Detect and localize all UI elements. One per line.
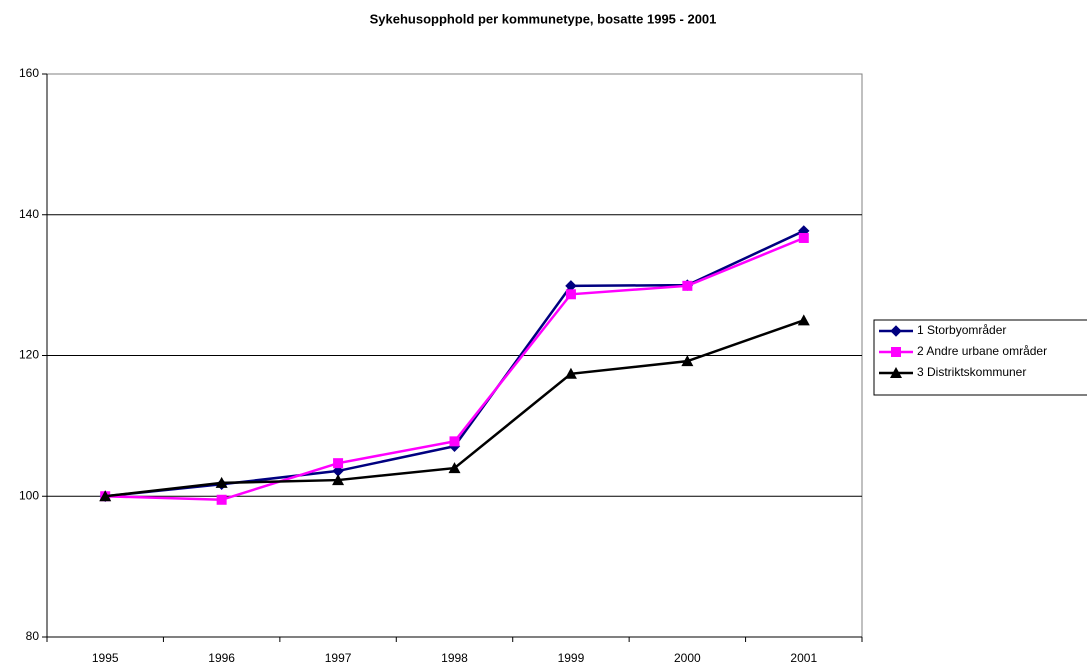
legend-marker — [890, 367, 902, 378]
y-tick-label: 160 — [19, 66, 39, 80]
chart-title: Sykehusopphold per kommunetype, bosatte … — [370, 11, 717, 26]
x-tick-label: 2000 — [674, 651, 701, 665]
marker — [798, 232, 809, 243]
legend-label: 2 Andre urbane områder — [917, 344, 1047, 358]
y-tick-label: 80 — [26, 629, 40, 643]
x-tick-label: 1997 — [325, 651, 352, 665]
x-tick-label: 2001 — [790, 651, 817, 665]
marker — [332, 474, 345, 486]
marker — [564, 367, 577, 379]
x-tick-label: 1999 — [558, 651, 585, 665]
marker — [681, 355, 694, 367]
x-tick-label: 1996 — [208, 651, 235, 665]
marker — [99, 490, 112, 502]
marker — [565, 289, 576, 300]
y-tick-label: 140 — [19, 207, 39, 221]
marker — [449, 436, 460, 447]
legend-label: 3 Distriktskommuner — [917, 365, 1026, 379]
marker — [216, 494, 227, 505]
marker — [682, 280, 693, 291]
x-tick-label: 1998 — [441, 651, 468, 665]
marker — [448, 462, 461, 474]
marker — [333, 458, 344, 469]
marker — [215, 476, 228, 488]
x-tick-label: 1995 — [92, 651, 119, 665]
legend-label: 1 Storbyområder — [917, 323, 1006, 337]
marker — [797, 314, 810, 326]
y-tick-label: 100 — [19, 488, 39, 502]
legend — [873, 319, 1087, 396]
legend-marker — [890, 325, 902, 337]
y-tick-label: 120 — [19, 348, 39, 362]
legend-marker — [891, 347, 901, 357]
